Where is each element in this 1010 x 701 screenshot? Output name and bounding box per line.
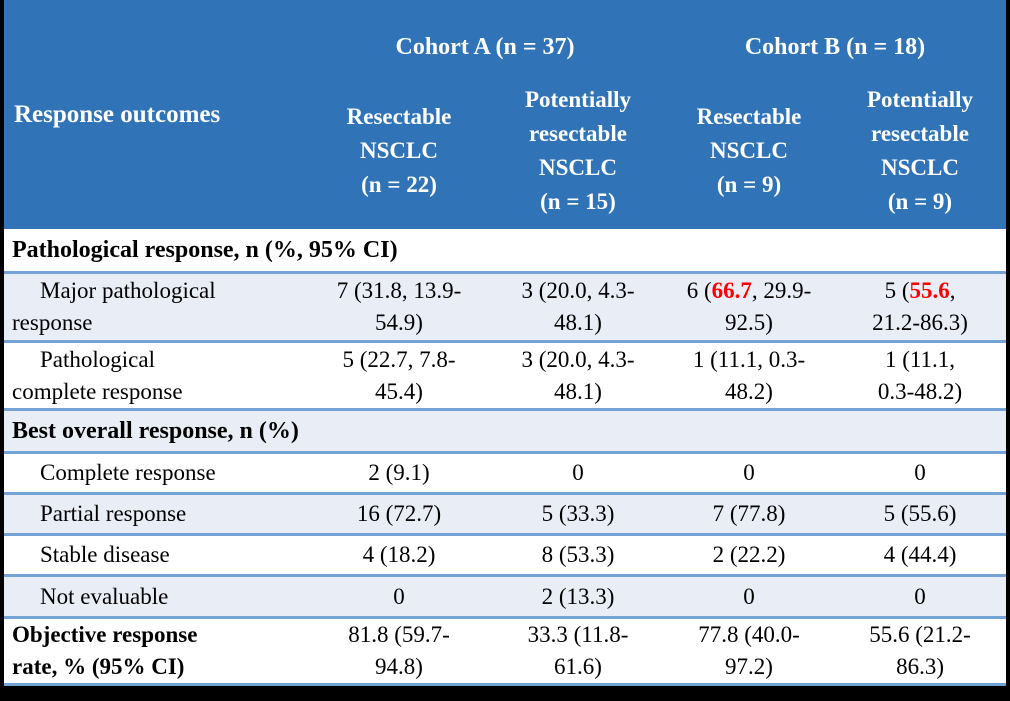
table-cell: 3 (20.0, 4.3- 48.1) (492, 340, 664, 408)
table-cell: 81.8 (59.7- 94.8) (306, 616, 492, 686)
row-label: Stable disease (4, 533, 306, 574)
row-label: Complete response (4, 451, 306, 492)
column-header-cohortB-resectable: Resectable NSCLC (n = 9) (696, 103, 802, 197)
table-cell: 5 (55.6) (834, 492, 1007, 533)
section-label: Pathological response, n (%, 95% CI) (4, 229, 1007, 271)
table-cell: 7 (31.8, 13.9- 54.9) (306, 271, 492, 340)
section-row-best-overall-response: Best overall response, n (%) (4, 408, 1007, 451)
column-header-cohortA-resectable: Resectable NSCLC (n = 22) (346, 103, 452, 197)
row-label: Objective response rate, % (95% CI) (4, 616, 306, 686)
table-cell: 2 (9.1) (306, 451, 492, 492)
table-row-pathological-complete-response: Pathological complete response 5 (22.7, … (4, 340, 1007, 408)
cell-text: 6 ( (686, 278, 712, 303)
table-cell: 0 (834, 574, 1007, 616)
table-cell: 4 (44.4) (834, 533, 1007, 574)
row-label: Pathological complete response (4, 340, 306, 408)
results-table: Pathological response, n (%, 95% CI) Maj… (4, 229, 1007, 686)
table-row-complete-response: Complete response 2 (9.1) 0 0 0 (4, 451, 1007, 492)
table-cell: 16 (72.7) (306, 492, 492, 533)
table-row-objective-response-rate: Objective response rate, % (95% CI) 81.8… (4, 616, 1007, 686)
table-row-stable-disease: Stable disease 4 (18.2) 8 (53.3) 2 (22.2… (4, 533, 1007, 574)
cell-text: , 29.9- 92.5) (725, 278, 812, 335)
table-cell: 2 (22.2) (664, 533, 834, 574)
table-cell: 6 (66.7, 29.9- 92.5) (664, 271, 834, 340)
table-cell: 3 (20.0, 4.3- 48.1) (492, 271, 664, 340)
table-cell: 1 (11.1, 0.3-48.2) (834, 340, 1007, 408)
table-cell: 8 (53.3) (492, 533, 664, 574)
cohort-a-header: Cohort A (n = 37) (395, 33, 575, 60)
cell-text: , 21.2-86.3) (872, 278, 968, 335)
section-label: Best overall response, n (%) (4, 408, 1007, 451)
row-label: Not evaluable (4, 574, 306, 616)
table-cell: 0 (664, 574, 834, 616)
table-cell: 55.6 (21.2- 86.3) (834, 616, 1007, 686)
highlighted-value: 55.6 (909, 278, 950, 303)
corner-header-response-outcomes: Response outcomes (14, 100, 221, 128)
table-cell: 0 (834, 451, 1007, 492)
table-cell: 0 (664, 451, 834, 492)
cell-text: 5 ( (884, 278, 910, 303)
table-cell: 5 (55.6, 21.2-86.3) (834, 271, 1007, 340)
table-row-not-evaluable: Not evaluable 0 2 (13.3) 0 0 (4, 574, 1007, 616)
row-label: Major pathological response (4, 271, 306, 340)
table-cell: 4 (18.2) (306, 533, 492, 574)
column-header-cohortB-potentially-resectable: Potentially resectable NSCLC (n = 9) (866, 86, 974, 214)
table-cell: 5 (22.7, 7.8- 45.4) (306, 340, 492, 408)
table-cell: 1 (11.1, 0.3- 48.2) (664, 340, 834, 408)
highlighted-value: 66.7 (711, 278, 752, 303)
table-cell: 2 (13.3) (492, 574, 664, 616)
table-cell: 77.8 (40.0- 97.2) (664, 616, 834, 686)
column-header-cohortA-potentially-resectable: Potentially resectable NSCLC (n = 15) (524, 86, 632, 214)
table-row-partial-response: Partial response 16 (72.7) 5 (33.3) 7 (7… (4, 492, 1007, 533)
table-cell: 7 (77.8) (664, 492, 834, 533)
table-cell: 0 (492, 451, 664, 492)
table-cell: 0 (306, 574, 492, 616)
section-row-pathological-response: Pathological response, n (%, 95% CI) (4, 229, 1007, 271)
table-row-major-pathological-response: Major pathological response 7 (31.8, 13.… (4, 271, 1007, 340)
table-cell: 5 (33.3) (492, 492, 664, 533)
row-label: Partial response (4, 492, 306, 533)
table-header: Response outcomes Cohort A (n = 37) Coho… (4, 0, 1006, 229)
cohort-b-header: Cohort B (n = 18) (744, 33, 926, 60)
table-cell: 33.3 (11.8- 61.6) (492, 616, 664, 686)
